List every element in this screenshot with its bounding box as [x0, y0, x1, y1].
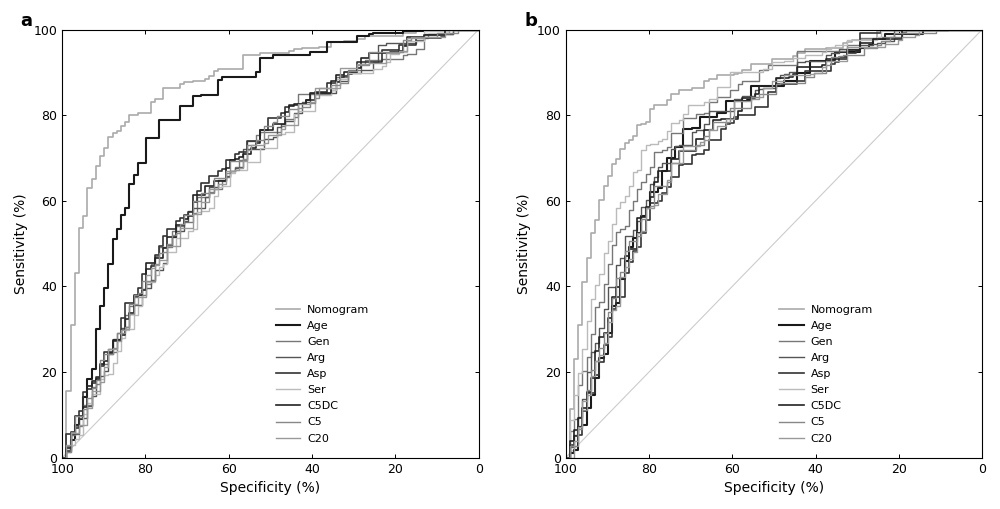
Text: b: b: [524, 12, 537, 31]
Legend: Nomogram, Age, Gen, Arg, Asp, Ser, C5DC, C5, C20: Nomogram, Age, Gen, Arg, Asp, Ser, C5DC,…: [779, 305, 873, 443]
Legend: Nomogram, Age, Gen, Arg, Asp, Ser, C5DC, C5, C20: Nomogram, Age, Gen, Arg, Asp, Ser, C5DC,…: [276, 305, 369, 443]
X-axis label: Specificity (%): Specificity (%): [724, 481, 824, 495]
X-axis label: Specificity (%): Specificity (%): [220, 481, 320, 495]
Y-axis label: Sensitivity (%): Sensitivity (%): [517, 193, 531, 294]
Y-axis label: Sensitivity (%): Sensitivity (%): [14, 193, 28, 294]
Text: a: a: [21, 12, 33, 31]
